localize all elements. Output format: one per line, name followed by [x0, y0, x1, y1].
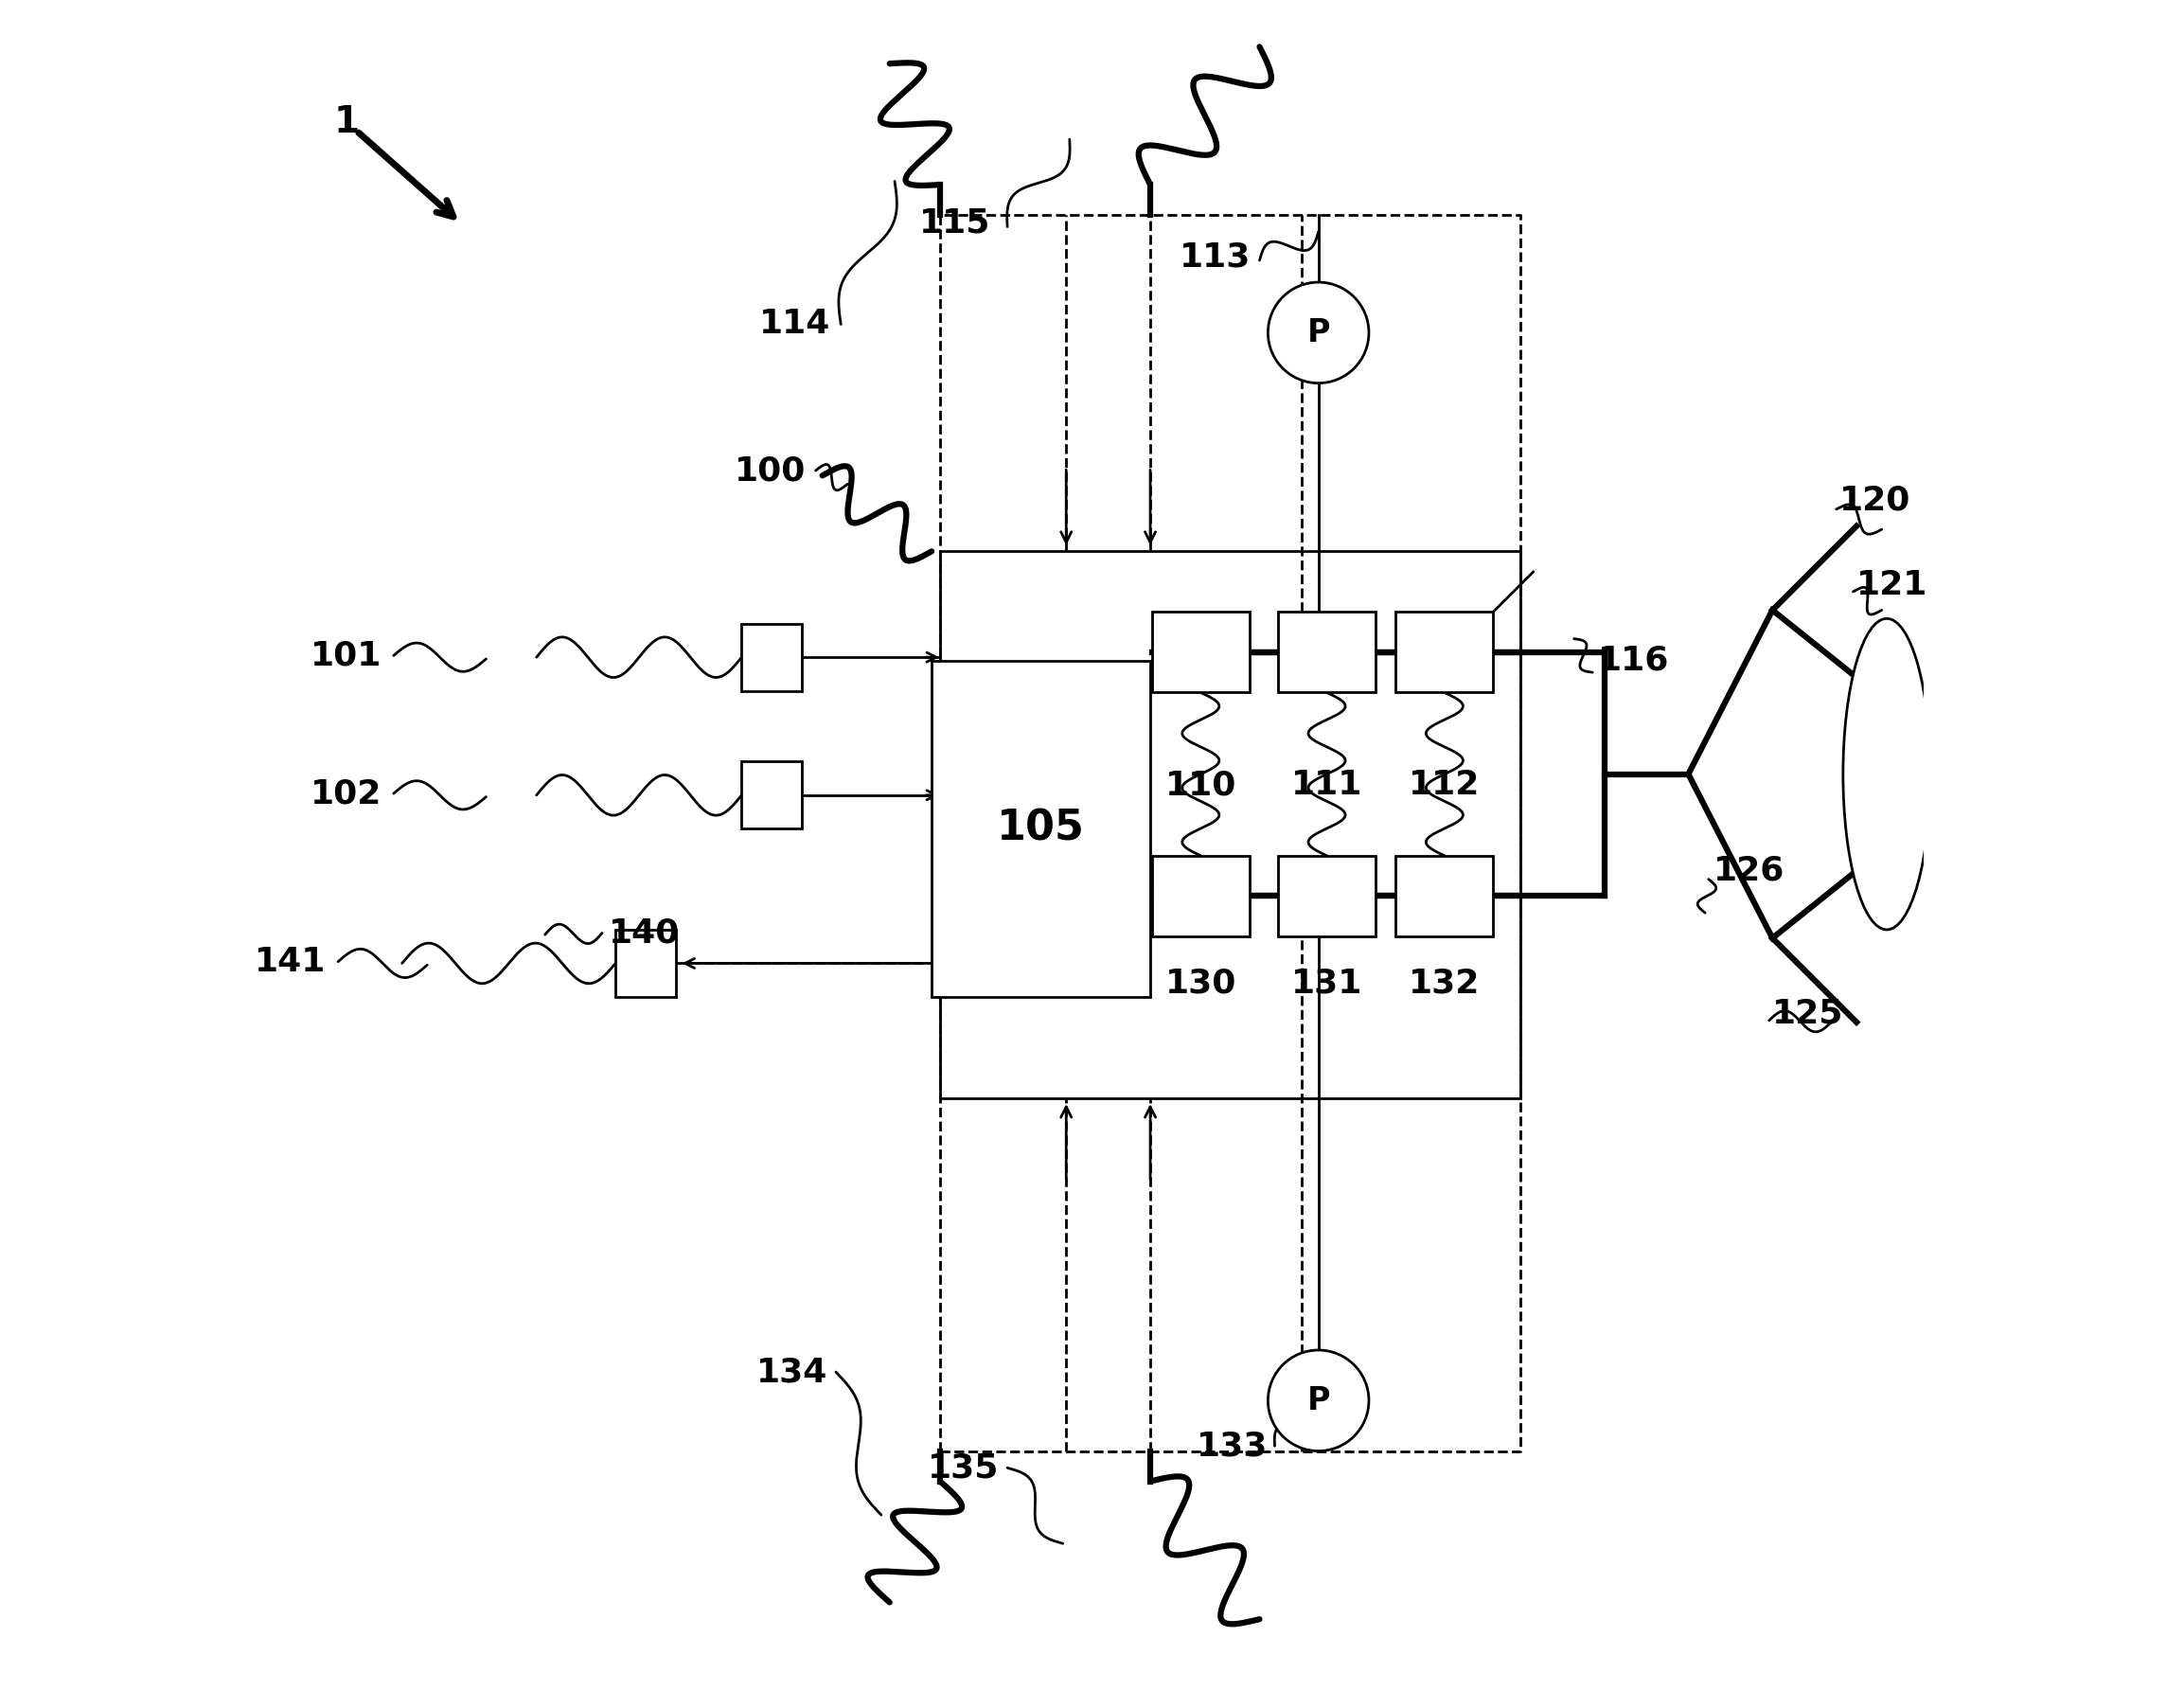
Text: 111: 111 — [1291, 769, 1362, 801]
Bar — [1152, 856, 1250, 936]
Bar — [940, 552, 1521, 1098]
Text: 141: 141 — [256, 946, 327, 977]
Text: P: P — [1306, 1385, 1330, 1416]
Text: 133: 133 — [1196, 1430, 1267, 1462]
Text: 101: 101 — [310, 639, 381, 671]
Text: 114: 114 — [760, 307, 832, 340]
Text: 130: 130 — [1165, 967, 1237, 999]
Text: 113: 113 — [1180, 241, 1252, 273]
Text: 132: 132 — [1408, 967, 1479, 999]
Text: 121: 121 — [1856, 569, 1928, 601]
Text: 100: 100 — [734, 454, 806, 487]
Text: 115: 115 — [918, 207, 990, 239]
Ellipse shape — [1843, 618, 1930, 929]
Text: 110: 110 — [1165, 769, 1237, 801]
Text: 116: 116 — [1599, 644, 1668, 676]
Text: P: P — [1306, 318, 1330, 348]
Bar — [1152, 611, 1250, 692]
Text: 1: 1 — [334, 104, 360, 140]
Bar — [1278, 856, 1375, 936]
Text: 134: 134 — [756, 1356, 827, 1389]
Text: 105: 105 — [996, 808, 1085, 849]
Text: 135: 135 — [927, 1452, 999, 1484]
Text: 126: 126 — [1713, 854, 1785, 886]
Text: 131: 131 — [1291, 967, 1362, 999]
Bar — [1278, 611, 1375, 692]
Bar — [741, 623, 801, 690]
Text: 140: 140 — [609, 917, 680, 950]
Circle shape — [1267, 282, 1369, 383]
Bar — [931, 661, 1150, 997]
Bar — [1395, 856, 1492, 936]
Text: 120: 120 — [1839, 485, 1910, 518]
Text: 102: 102 — [310, 777, 381, 810]
Bar — [1395, 611, 1492, 692]
Circle shape — [1267, 1349, 1369, 1452]
Text: 112: 112 — [1408, 769, 1479, 801]
Bar — [615, 929, 676, 997]
Text: 125: 125 — [1772, 997, 1843, 1030]
Bar — [741, 762, 801, 828]
